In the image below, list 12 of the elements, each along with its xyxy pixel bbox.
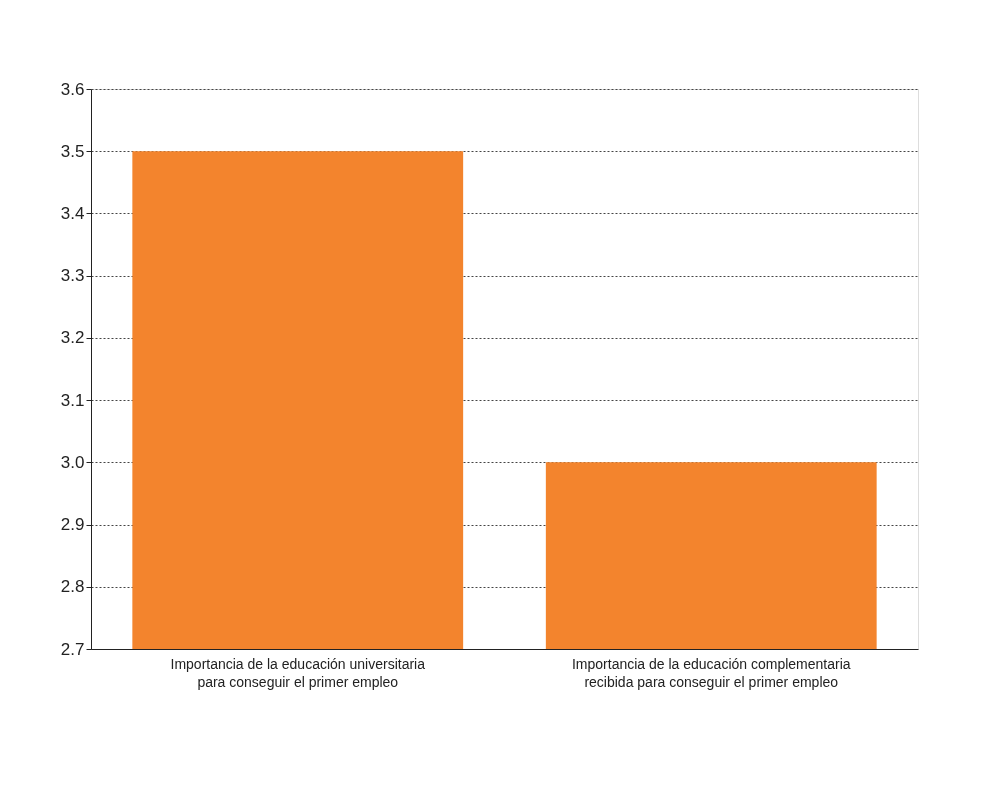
- y-tick-label: 3.3: [60, 266, 85, 286]
- y-tick-label: 3.0: [60, 452, 85, 472]
- x-tick-label: Importancia de la educación complementaria recibida para conseguir el primer empleo: [571, 655, 851, 690]
- y-tick-label: 3.5: [60, 141, 85, 161]
- x-tick-label: Importancia de la educación universitaria para conseguir el primer empleo: [170, 655, 426, 690]
- y-tick-label: 3.4: [60, 203, 85, 223]
- y-tick-label: 3.1: [60, 390, 85, 410]
- y-tick-label: 2.7: [60, 639, 85, 659]
- y-tick-label: 3.2: [60, 328, 85, 348]
- y-tick-label: 2.8: [60, 577, 85, 597]
- y-tick-label: 3.6: [60, 79, 85, 99]
- y-tick-label: 2.9: [60, 515, 85, 535]
